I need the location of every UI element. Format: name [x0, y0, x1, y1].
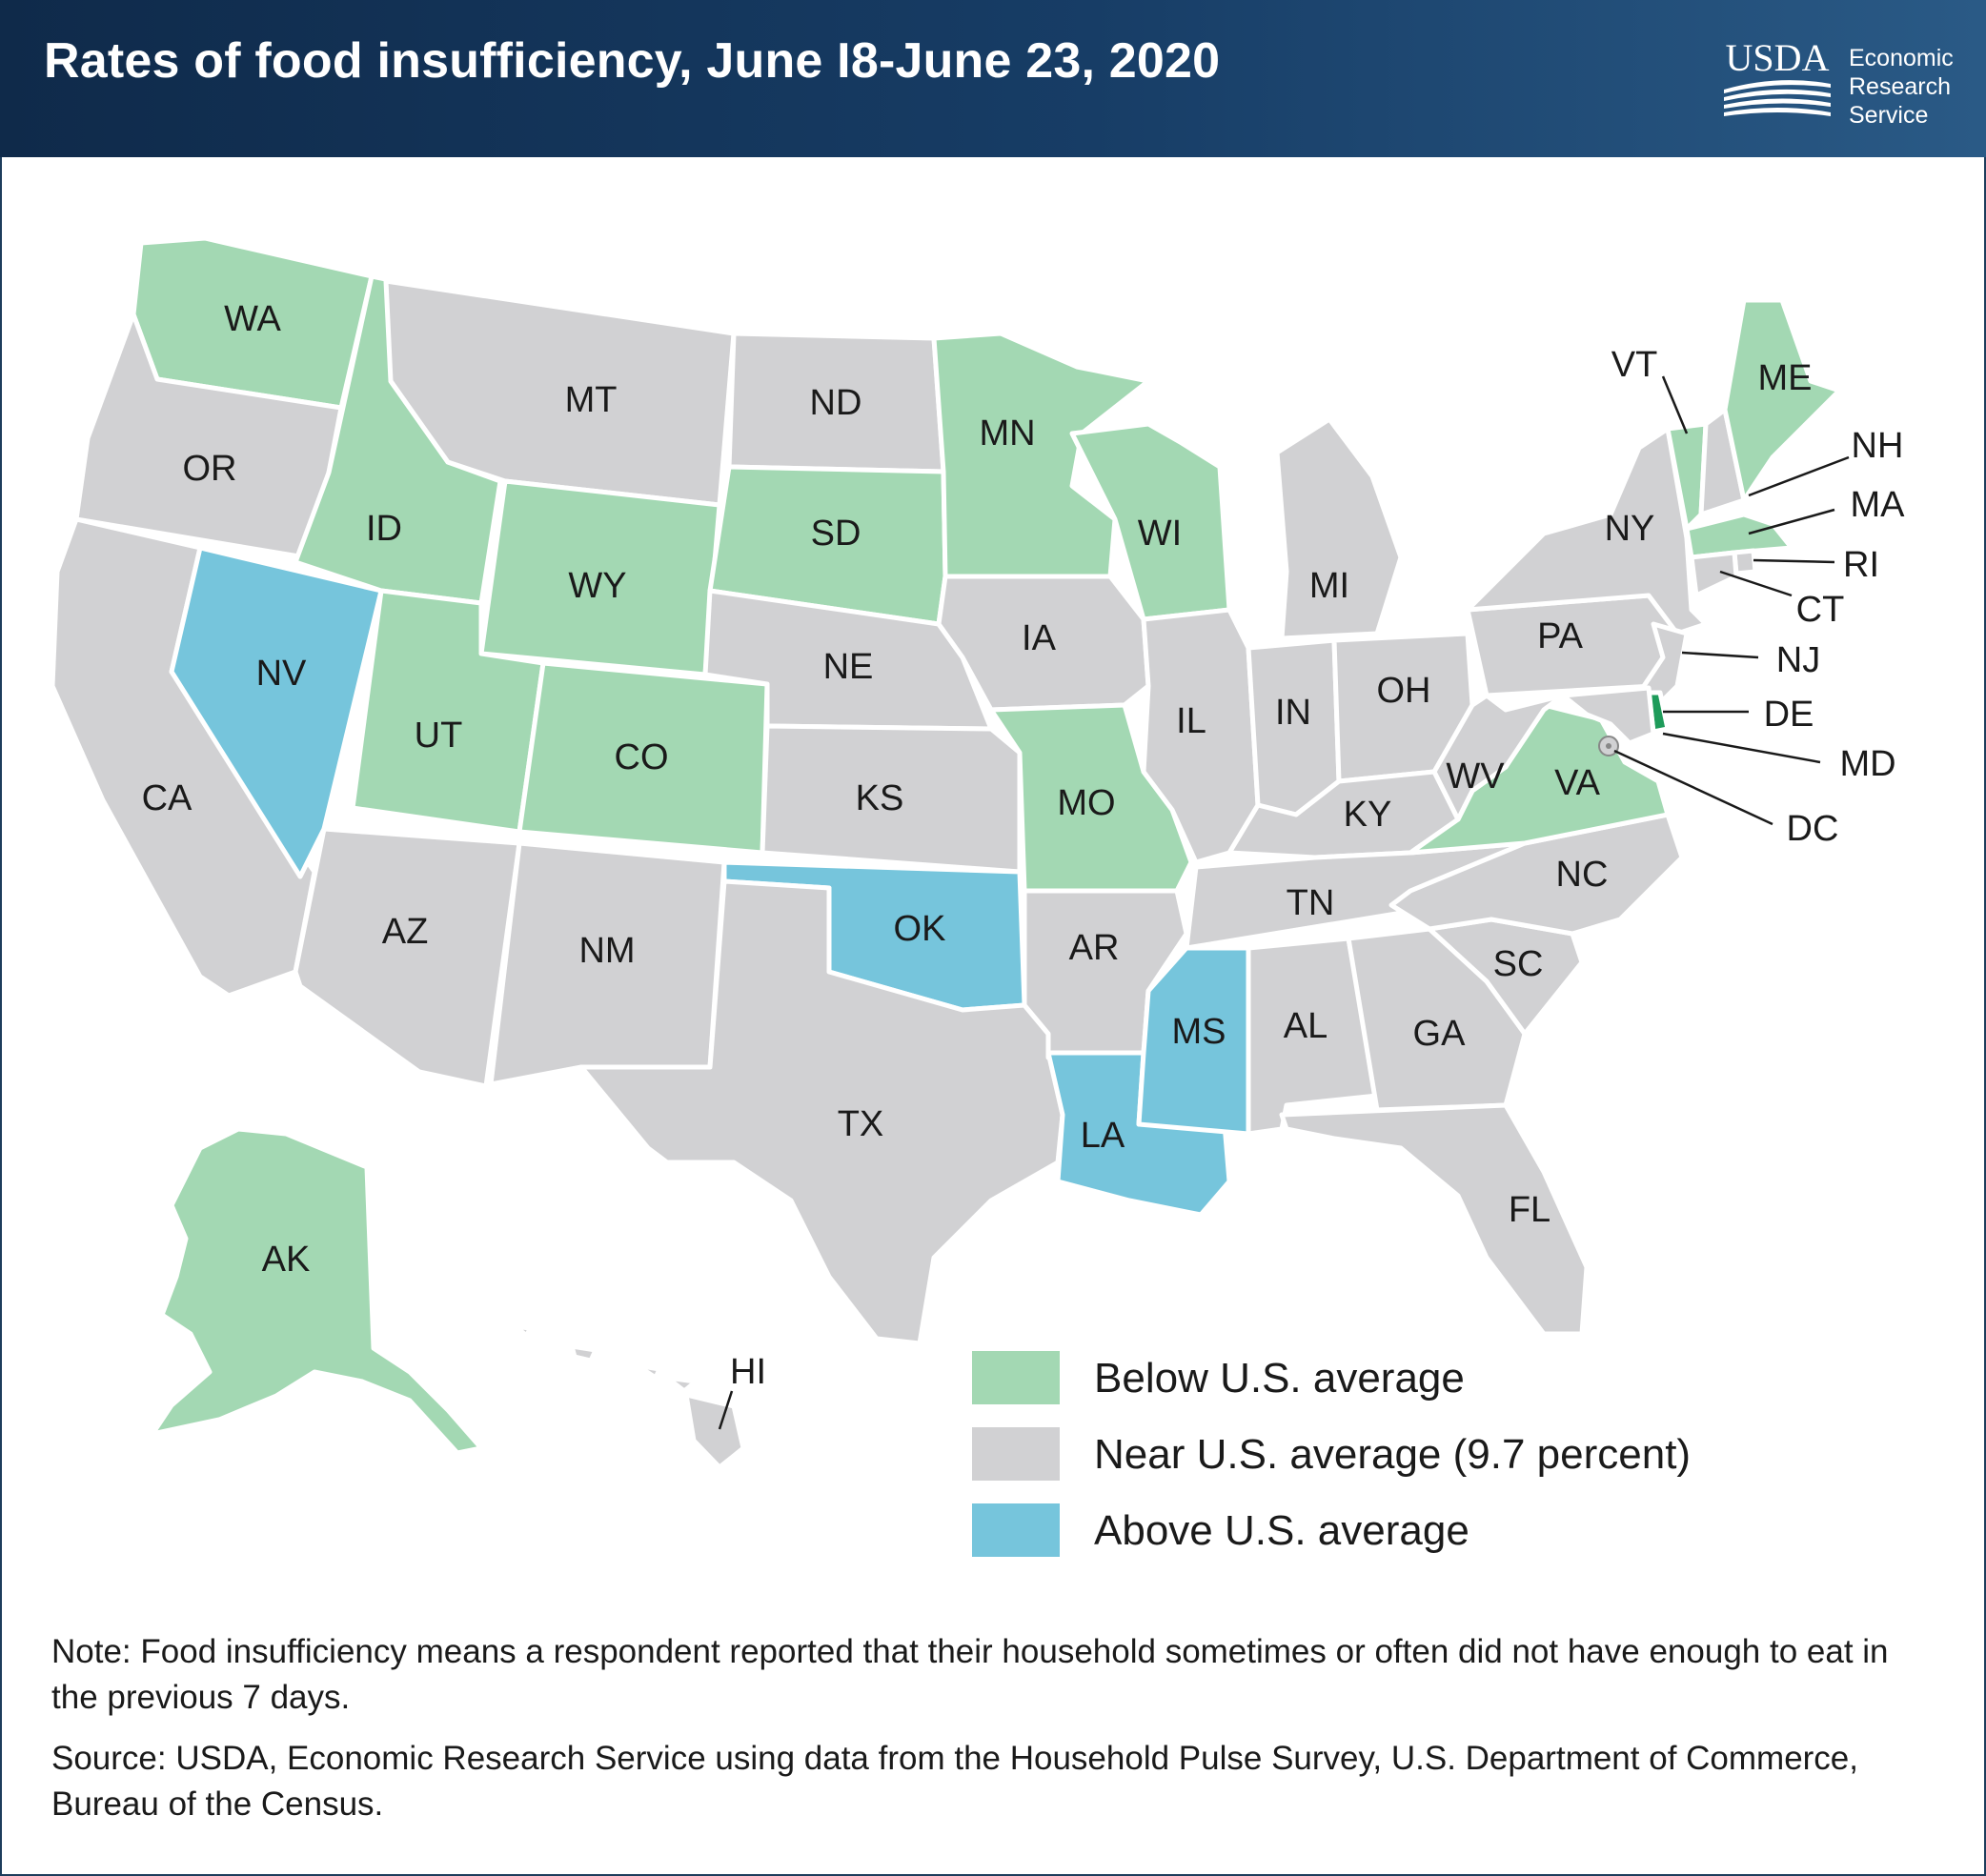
state-AZ	[293, 826, 522, 1089]
label-VT: VT	[1611, 345, 1658, 385]
label-CT: CT	[1796, 590, 1845, 630]
label-NY: NY	[1605, 509, 1655, 549]
source-text: Source: USDA, Economic Research Service …	[51, 1740, 1858, 1823]
label-HI: HI	[730, 1352, 766, 1392]
legend-below-label: Below U.S. average	[1094, 1355, 1465, 1402]
swatch-below	[972, 1351, 1060, 1404]
note-text: Note: Food insufficiency means a respond…	[51, 1633, 1889, 1716]
label-CA: CA	[142, 778, 193, 818]
ers-line-3: Service	[1849, 102, 1929, 129]
label-AL: AL	[1284, 1006, 1327, 1046]
label-KS: KS	[856, 778, 904, 818]
label-WI: WI	[1138, 514, 1182, 554]
label-NC: NC	[1556, 855, 1609, 895]
ers-line-1: Economic	[1849, 45, 1954, 71]
swatch-near	[972, 1427, 1060, 1481]
usda-logo-mark: USDA	[1726, 36, 1830, 79]
label-OK: OK	[894, 909, 946, 949]
state-MN	[931, 331, 1151, 579]
state-FL	[1279, 1102, 1590, 1337]
label-VA: VA	[1554, 763, 1601, 803]
label-AK: AK	[262, 1240, 311, 1280]
label-SD: SD	[811, 514, 861, 554]
label-IA: IA	[1022, 618, 1057, 658]
state-HI	[512, 1323, 746, 1470]
label-FL: FL	[1509, 1190, 1550, 1230]
state-TX	[578, 878, 1065, 1346]
state-labels: WA OR CA ID NV MT WY UT AZ CO NM ND SD NE KS OK TX MN IA MO…	[142, 299, 1906, 1392]
label-NE: NE	[823, 647, 874, 687]
label-ND: ND	[810, 383, 862, 423]
label-AR: AR	[1069, 928, 1120, 968]
label-WA: WA	[224, 299, 281, 339]
state-MI	[1274, 416, 1404, 641]
legend-above-label: Above U.S. average	[1094, 1507, 1469, 1554]
state-NV	[169, 545, 384, 879]
label-GA: GA	[1413, 1014, 1467, 1054]
label-AZ: AZ	[382, 912, 429, 952]
label-LA: LA	[1081, 1116, 1125, 1156]
label-CO: CO	[615, 737, 669, 777]
map-title: Rates of food insufficiency, June I8-Jun…	[44, 33, 1221, 89]
usda-logo-icon: USDA	[1724, 36, 1831, 116]
ers-line-2: Research	[1849, 73, 1951, 100]
label-NJ: NJ	[1776, 640, 1820, 680]
label-KY: KY	[1344, 795, 1392, 835]
label-UT: UT	[415, 716, 463, 756]
label-OH: OH	[1377, 671, 1431, 711]
state-MD	[1560, 685, 1656, 746]
state-AK	[150, 1126, 484, 1456]
label-IL: IL	[1176, 701, 1206, 741]
label-DC: DC	[1787, 809, 1839, 849]
label-ID: ID	[366, 509, 402, 549]
label-NH: NH	[1852, 426, 1904, 466]
state-WV	[1431, 693, 1566, 822]
label-MA: MA	[1851, 485, 1906, 525]
state-MO	[988, 702, 1194, 894]
label-MT: MT	[565, 380, 618, 420]
state-NY	[1465, 426, 1709, 636]
us-map-svg: WA OR CA ID NV MT WY UT AZ CO NM ND SD NE KS OK TX MN IA MO…	[50, 235, 1906, 1470]
notes: Note: Food insufficiency means a respond…	[51, 1629, 1910, 1843]
label-ME: ME	[1758, 358, 1813, 398]
label-OR: OR	[183, 449, 237, 489]
label-MN: MN	[979, 414, 1035, 454]
header-bar: Rates of food insufficiency, June I8-Jun…	[0, 0, 1986, 157]
label-WY: WY	[568, 566, 626, 606]
label-TN: TN	[1287, 883, 1335, 923]
label-MI: MI	[1309, 566, 1349, 606]
label-RI: RI	[1843, 545, 1879, 585]
label-MO: MO	[1057, 783, 1115, 823]
label-NM: NM	[578, 931, 635, 971]
label-PA: PA	[1537, 616, 1584, 656]
label-SC: SC	[1493, 944, 1544, 984]
label-TX: TX	[838, 1104, 884, 1144]
label-NV: NV	[256, 654, 307, 694]
label-WV: WV	[1446, 756, 1505, 797]
legend-near-label: Near U.S. average (9.7 percent)	[1094, 1431, 1692, 1478]
swatch-above	[972, 1503, 1060, 1557]
leader-lines	[718, 375, 1850, 1430]
us-map: WA OR CA ID NV MT WY UT AZ CO NM ND SD NE KS OK TX MN IA MO…	[0, 157, 1986, 1605]
ers-logo-text: Economic Research Service	[1849, 44, 1954, 130]
label-MS: MS	[1172, 1012, 1226, 1052]
state-WI	[1069, 421, 1232, 622]
label-IN: IN	[1275, 693, 1311, 733]
state-IL	[1141, 607, 1261, 865]
state-ME	[1722, 297, 1842, 503]
label-MD: MD	[1839, 744, 1895, 784]
label-DE: DE	[1764, 695, 1814, 735]
